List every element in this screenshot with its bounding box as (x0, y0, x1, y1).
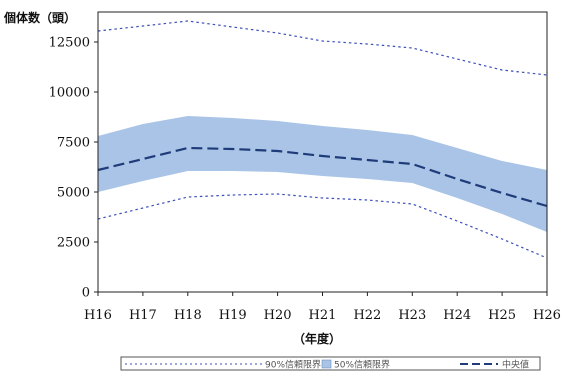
x-tick-label: H25 (488, 308, 516, 323)
x-tick-label: H24 (443, 308, 471, 323)
y-tick-label: 12500 (49, 36, 90, 51)
band-50-confidence (98, 116, 547, 232)
x-tick-label: H21 (309, 308, 337, 323)
y-tick-label: 7500 (57, 136, 90, 151)
line-90-upper (97, 20, 548, 76)
y-tick-label: 10000 (49, 86, 90, 101)
x-tick-label: H17 (129, 308, 157, 323)
y-axis-title: 個体数（頭） (3, 10, 76, 25)
y-tick-label: 5000 (57, 186, 90, 201)
x-tick-label: H22 (353, 308, 381, 323)
axis-layer: 0 2500 5000 7500 10000 12500 H16 H17 H18 H19 H20 H2… (49, 11, 561, 323)
x-axis-title: （年度） (293, 331, 341, 346)
x-tick-label: H16 (84, 308, 112, 323)
y-tick-label: 0 (82, 286, 90, 301)
x-tick-label: H23 (398, 308, 426, 323)
x-tick-label: H19 (219, 308, 247, 323)
series-line-layer (97, 20, 548, 259)
y-tick-label: 2500 (57, 236, 90, 251)
x-tick-label: H26 (533, 308, 561, 323)
line-median (97, 146, 548, 208)
legend: 90%信頼限界 50%信頼限界 中央値 (120, 356, 541, 371)
x-tick-label: H20 (264, 308, 292, 323)
legend-50-band-swatch (321, 359, 332, 369)
confidence-band-layer (98, 116, 547, 232)
legend-median-label: 中央値 (502, 359, 529, 371)
line-90-lower (97, 193, 548, 259)
legend-90-label: 90%信頼限界 (265, 359, 321, 371)
legend-50-label: 50%信頼限界 (334, 359, 390, 371)
x-tick-label: H18 (174, 308, 202, 323)
